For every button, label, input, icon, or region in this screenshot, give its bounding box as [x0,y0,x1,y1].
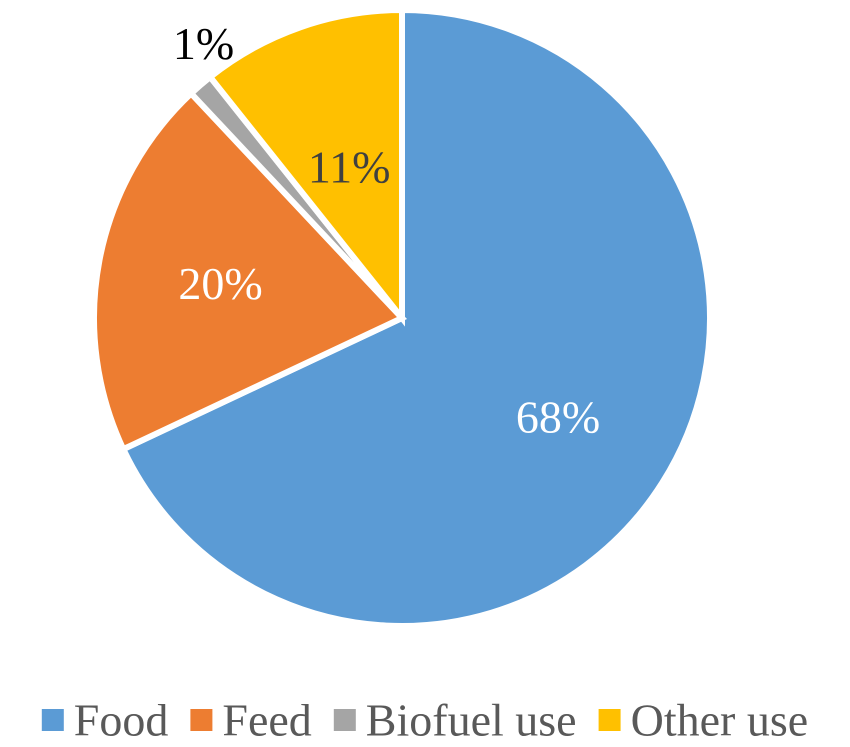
legend-item-other-use: Other use [598,695,809,746]
legend-item-feed: Feed [190,695,312,746]
legend-label: Food [74,695,169,746]
pie-slices [91,6,713,629]
data-label-feed: 20% [178,258,262,309]
legend-item-biofuel-use: Biofuel use [333,695,577,746]
legend: Food Feed Biofuel use Other use [41,695,809,746]
data-label-other-use: 11% [308,141,391,192]
legend-item-food: Food [41,695,169,746]
legend-swatch [190,709,213,731]
pie-slice-food [119,6,713,629]
pie-slice-other-use [205,6,405,327]
data-label-biofuel-use: 1% [173,18,234,69]
legend-swatch [333,709,356,731]
legend-label: Other use [631,695,809,746]
legend-swatch [41,709,64,731]
data-label-food: 68% [516,392,600,443]
pie-data-labels: 68% 20% 1% 11% [173,18,600,443]
legend-swatch [598,709,621,731]
legend-label: Feed [222,695,311,746]
pie-slice-feed [91,89,408,454]
legend-label: Biofuel use [366,695,577,746]
